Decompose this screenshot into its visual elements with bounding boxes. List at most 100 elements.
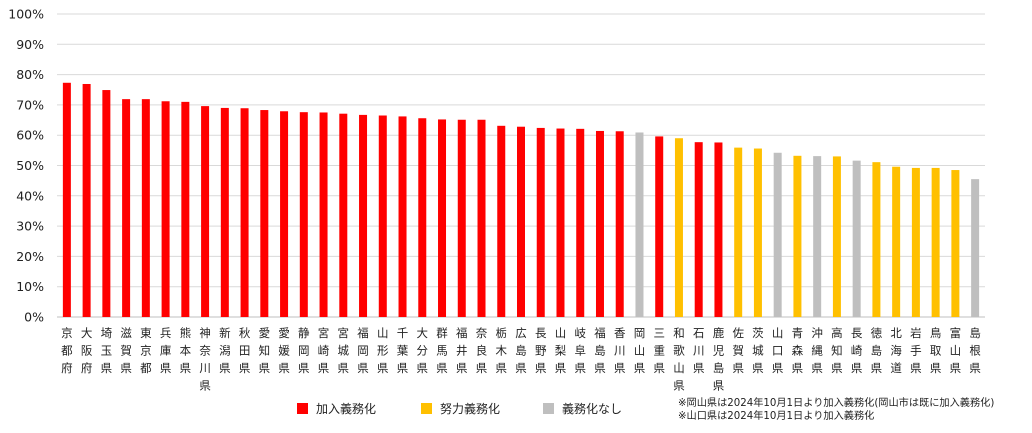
bar — [477, 119, 486, 317]
bar — [832, 156, 841, 317]
y-tick-label: 90% — [16, 37, 44, 52]
bar — [280, 111, 289, 317]
x-tick-label: 富山県 — [950, 326, 962, 375]
bar — [220, 107, 229, 318]
footnotes: ※岡山県は2024年10月1日より加入義務化(岡山市は既に加入義務化)※山口県は… — [678, 396, 994, 422]
x-tick-label: 熊本県 — [180, 326, 192, 375]
x-axis: 京都府大阪府埼玉県滋賀県東京都兵庫県熊本県神奈川県新潟県秋田県愛知県愛媛県静岡県… — [61, 326, 981, 393]
bar — [951, 170, 960, 317]
x-tick-label: 神奈川県 — [199, 326, 211, 393]
x-tick-label: 福岡県 — [357, 326, 369, 375]
x-tick-label: 長野県 — [535, 326, 547, 375]
x-tick-label: 島根県 — [969, 326, 981, 375]
legend-swatch — [297, 403, 308, 414]
bar — [240, 108, 249, 317]
y-axis: 0% 10% 20% 30% 40% 50% 60% 70% 80% 90% 100% — [8, 7, 44, 325]
x-tick-label: 広島県 — [515, 326, 527, 375]
bar — [931, 167, 940, 317]
x-tick-label: 岩手県 — [910, 326, 922, 375]
x-tick-label: 鳥取県 — [930, 326, 942, 375]
bar — [82, 83, 91, 317]
bar — [694, 142, 703, 317]
x-tick-label: 石川県 — [693, 326, 705, 375]
x-tick-label: 佐賀県 — [732, 326, 744, 375]
x-tick-label: 兵庫県 — [160, 326, 172, 375]
bar — [398, 116, 407, 317]
bar — [714, 142, 723, 317]
legend-swatch — [543, 403, 554, 414]
x-tick-label: 三重県 — [653, 326, 665, 375]
y-tick-label: 20% — [16, 249, 44, 264]
x-tick-label: 山形県 — [377, 326, 389, 375]
x-tick-label: 東京都 — [140, 326, 152, 375]
x-tick-label: 愛知県 — [259, 326, 271, 375]
legend-label: 加入義務化 — [316, 401, 376, 416]
x-tick-label: 沖縄県 — [811, 326, 823, 375]
x-tick-label: 茨城県 — [752, 326, 764, 375]
bar — [201, 106, 210, 317]
x-tick-label: 大阪府 — [81, 326, 93, 375]
bar — [734, 147, 743, 317]
bar — [556, 128, 565, 317]
x-tick-label: 秋田県 — [239, 326, 251, 375]
bar — [62, 82, 71, 317]
x-tick-label: 静岡県 — [298, 326, 310, 375]
x-tick-label: 大分県 — [417, 326, 429, 375]
bar — [793, 155, 802, 317]
x-tick-label: 埼玉県 — [101, 326, 113, 375]
bars — [62, 82, 980, 318]
bar — [378, 115, 387, 317]
x-tick-label: 宮崎県 — [318, 326, 330, 375]
x-tick-label: 山梨県 — [555, 326, 567, 375]
x-tick-label: 新潟県 — [219, 326, 231, 375]
x-tick-label: 青森県 — [792, 326, 804, 375]
bar — [497, 125, 506, 317]
x-tick-label: 香川県 — [614, 326, 626, 375]
x-tick-label: 京都府 — [61, 326, 73, 375]
bar — [260, 110, 269, 318]
x-tick-label: 北海道 — [890, 326, 902, 375]
bar — [576, 128, 585, 317]
x-tick-label: 福島県 — [594, 326, 606, 375]
x-tick-label: 宮城県 — [338, 326, 350, 375]
bar — [181, 101, 190, 318]
bar — [892, 166, 901, 317]
bar — [161, 101, 170, 317]
bar — [141, 99, 150, 317]
x-tick-label: 徳島県 — [871, 326, 883, 375]
bar — [438, 119, 447, 317]
bar — [418, 118, 427, 318]
bar — [102, 90, 111, 317]
y-tick-label: 0% — [24, 310, 44, 325]
y-tick-label: 10% — [16, 279, 44, 294]
legend-swatch — [421, 403, 432, 414]
bar — [872, 162, 881, 317]
x-tick-label: 福井県 — [456, 326, 468, 375]
x-tick-label: 愛媛県 — [278, 326, 290, 375]
x-tick-label: 栃木県 — [496, 326, 508, 375]
x-tick-label: 奈良県 — [476, 326, 488, 375]
bar — [517, 126, 525, 317]
y-tick-label: 50% — [16, 158, 44, 173]
x-tick-label: 高知県 — [831, 326, 843, 375]
bar — [457, 119, 466, 317]
x-tick-label: 滋賀県 — [120, 326, 132, 375]
x-tick-label: 岡山県 — [634, 326, 646, 375]
y-tick-label: 30% — [16, 219, 44, 234]
legend-label: 義務化なし — [562, 401, 622, 416]
y-tick-label: 80% — [16, 67, 44, 82]
bar — [635, 132, 644, 317]
x-tick-label: 山口県 — [772, 326, 784, 375]
footnote: ※山口県は2024年10月1日より加入義務化 — [678, 409, 874, 422]
y-tick-label: 70% — [16, 97, 44, 112]
footnote: ※岡山県は2024年10月1日より加入義務化(岡山市は既に加入義務化) — [678, 396, 994, 409]
x-tick-label: 長崎県 — [851, 326, 863, 375]
x-tick-label: 鹿児島県 — [713, 326, 725, 393]
bar — [813, 156, 822, 317]
bar — [536, 127, 545, 317]
bar — [299, 112, 308, 317]
bar — [339, 113, 348, 317]
bar — [595, 130, 604, 317]
